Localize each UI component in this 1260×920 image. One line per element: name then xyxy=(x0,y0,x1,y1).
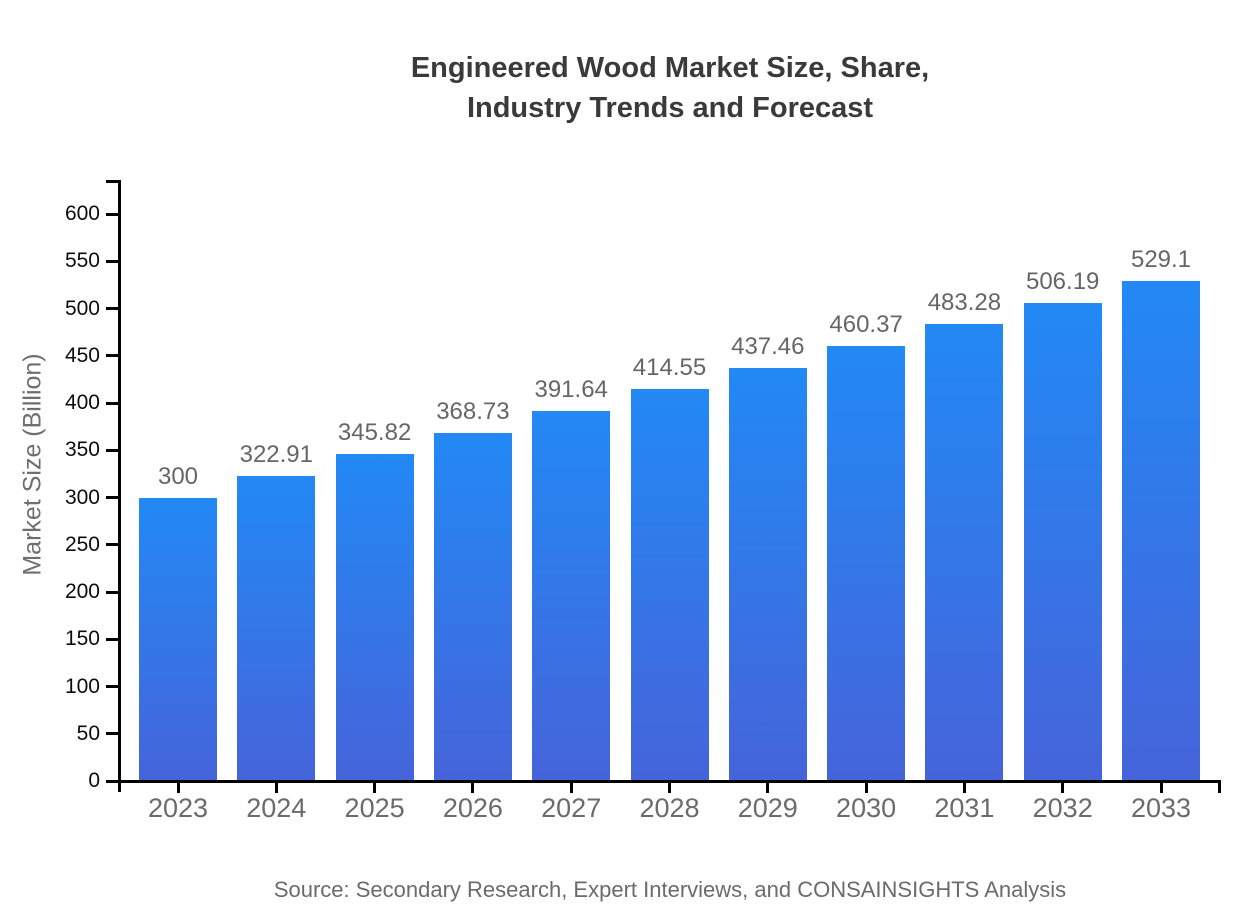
bar xyxy=(827,345,906,781)
y-tick-label: 200 xyxy=(64,580,100,603)
x-tick-mark xyxy=(962,781,966,793)
y-tick-label: 150 xyxy=(64,627,100,651)
y-tick-label: 500 xyxy=(64,296,100,320)
y-tick-mark xyxy=(106,685,118,688)
y-tick-mark xyxy=(106,307,118,310)
bar-value-label: 414.55 xyxy=(632,354,707,382)
bar xyxy=(1122,281,1200,781)
chart-title-line1: Engineered Wood Market Size, Share, xyxy=(410,52,930,84)
x-tick-label: 2025 xyxy=(344,793,405,823)
x-tick-mark xyxy=(1061,781,1065,793)
x-tick-label: 2029 xyxy=(737,793,798,823)
x-axis-end-cap xyxy=(1218,780,1221,793)
bar-value-label: 322.91 xyxy=(239,440,313,468)
y-tick-mark xyxy=(106,590,118,594)
y-tick-mark xyxy=(106,732,118,736)
y-tick-label: 250 xyxy=(64,532,100,556)
y-tick-mark xyxy=(106,259,118,263)
bar-value-label: 460.37 xyxy=(829,310,903,338)
y-tick-mark xyxy=(106,354,118,358)
x-tick-label: 2028 xyxy=(639,793,700,823)
bar xyxy=(1023,302,1102,781)
chart-title-line2: Industry Trends and Forecast xyxy=(466,92,874,124)
bar xyxy=(630,389,709,781)
x-tick-mark xyxy=(766,781,770,793)
x-tick-mark xyxy=(274,781,278,793)
y-tick-mark xyxy=(106,496,118,499)
x-tick-mark xyxy=(569,781,573,793)
y-tick-mark xyxy=(106,637,118,641)
x-tick-mark xyxy=(373,781,377,793)
x-tick-label: 2023 xyxy=(147,793,209,823)
x-tick-label: 2027 xyxy=(541,793,602,823)
y-tick-label: 550 xyxy=(64,249,100,273)
x-tick-label: 2031 xyxy=(934,793,995,823)
bar xyxy=(335,454,414,781)
bar-value-label: 506.19 xyxy=(1025,267,1100,295)
bar xyxy=(532,410,611,781)
bar-value-label: 391.64 xyxy=(534,375,608,403)
bar xyxy=(139,497,217,781)
y-tick-mark xyxy=(106,212,118,216)
y-tick-label: 0 xyxy=(88,769,100,792)
y-tick-label: 100 xyxy=(64,674,100,698)
bar xyxy=(728,367,807,781)
x-tick-mark xyxy=(471,781,475,793)
x-tick-mark xyxy=(1159,781,1163,793)
bar xyxy=(925,324,1004,781)
y-axis-end-cap xyxy=(106,180,121,183)
bar-value-label: 300 xyxy=(157,462,199,490)
y-tick-mark xyxy=(106,448,118,452)
bar-value-label: 345.82 xyxy=(337,419,412,447)
x-tick-label: 2030 xyxy=(836,793,897,823)
source-attribution: Source: Secondary Research, Expert Inter… xyxy=(273,877,1067,902)
x-tick-mark xyxy=(668,781,671,793)
bar-value-label: 483.28 xyxy=(927,289,1002,317)
y-tick-label: 350 xyxy=(64,438,100,462)
x-tick-label: 2026 xyxy=(442,793,503,823)
bar-value-label: 368.73 xyxy=(436,397,510,425)
y-tick-label: 450 xyxy=(64,343,100,367)
bar xyxy=(433,432,512,781)
y-tick-label: 50 xyxy=(76,721,100,745)
x-tick-label: 2024 xyxy=(246,793,307,823)
y-tick-label: 300 xyxy=(64,485,100,509)
y-tick-mark xyxy=(106,779,118,783)
chart-title: Engineered Wood Market Size, Share, Indu… xyxy=(118,48,1222,128)
x-tick-mark xyxy=(176,781,180,793)
y-axis-line xyxy=(118,180,121,792)
y-tick-mark xyxy=(106,543,118,547)
bar-value-label: 437.46 xyxy=(731,332,805,360)
y-tick-label: 600 xyxy=(64,202,100,225)
x-tick-mark xyxy=(864,781,868,793)
bar xyxy=(237,475,316,781)
bar-value-label: 529.1 xyxy=(1130,246,1192,273)
x-tick-label: 2033 xyxy=(1130,793,1192,823)
y-tick-label: 400 xyxy=(64,391,100,414)
x-tick-label: 2032 xyxy=(1032,793,1093,823)
y-tick-mark xyxy=(106,401,118,405)
